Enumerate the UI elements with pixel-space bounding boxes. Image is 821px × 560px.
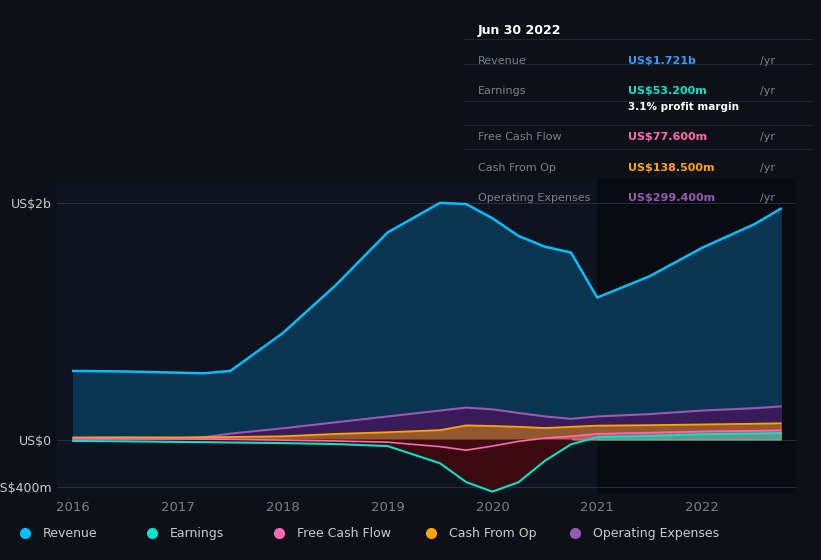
Text: Revenue: Revenue [43, 527, 98, 540]
Text: Cash From Op: Cash From Op [449, 527, 537, 540]
Text: Cash From Op: Cash From Op [478, 162, 556, 172]
Text: /yr: /yr [760, 55, 776, 66]
Text: Free Cash Flow: Free Cash Flow [478, 132, 562, 142]
Text: /yr: /yr [760, 193, 776, 203]
Text: Earnings: Earnings [170, 527, 224, 540]
Text: Operating Expenses: Operating Expenses [593, 527, 719, 540]
Text: Free Cash Flow: Free Cash Flow [297, 527, 391, 540]
Text: /yr: /yr [760, 86, 776, 96]
Text: Revenue: Revenue [478, 55, 526, 66]
Text: US$53.200m: US$53.200m [628, 86, 707, 96]
Text: 3.1% profit margin: 3.1% profit margin [628, 102, 739, 112]
Text: Earnings: Earnings [478, 86, 526, 96]
Text: US$299.400m: US$299.400m [628, 193, 715, 203]
Text: US$138.500m: US$138.500m [628, 162, 714, 172]
Text: /yr: /yr [760, 162, 776, 172]
Text: Operating Expenses: Operating Expenses [478, 193, 590, 203]
Text: US$1.721b: US$1.721b [628, 55, 695, 66]
Text: /yr: /yr [760, 132, 776, 142]
Text: US$77.600m: US$77.600m [628, 132, 707, 142]
Text: Jun 30 2022: Jun 30 2022 [478, 24, 562, 37]
Bar [597, 179, 796, 493]
